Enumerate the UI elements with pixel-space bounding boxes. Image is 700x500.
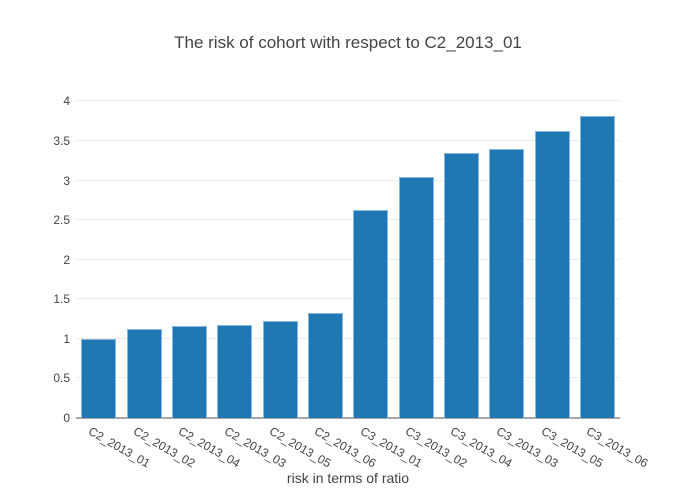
bar-C3_2013_01[interactable] bbox=[353, 209, 389, 418]
x-axis-line bbox=[76, 417, 620, 419]
y-tick-label-3: 3 bbox=[63, 173, 70, 188]
gridline-y-1.5 bbox=[76, 298, 620, 300]
y-tick-label-1: 1 bbox=[63, 331, 70, 346]
bar-C3_2013_05[interactable] bbox=[534, 131, 570, 418]
plot-area[interactable] bbox=[76, 95, 620, 419]
y-tick-label-3.5: 3.5 bbox=[53, 133, 70, 148]
bar-C2_2013_04[interactable] bbox=[171, 326, 207, 418]
gridline-y-0.5 bbox=[76, 377, 620, 379]
gridline-y-3 bbox=[76, 179, 620, 181]
x-axis-title: risk in terms of ratio bbox=[286, 470, 410, 486]
y-tick-label-2.5: 2.5 bbox=[53, 213, 70, 228]
gridline-y-1 bbox=[76, 337, 620, 339]
bar-C3_2013_03[interactable] bbox=[489, 148, 525, 418]
gridline-y-2 bbox=[76, 258, 620, 260]
bar-C2_2013_03[interactable] bbox=[217, 324, 253, 418]
bar-C3_2013_06[interactable] bbox=[579, 115, 615, 418]
bar-C3_2013_04[interactable] bbox=[443, 152, 479, 418]
bar-C2_2013_01[interactable] bbox=[81, 338, 117, 418]
y-tick-label-2: 2 bbox=[63, 252, 70, 267]
y-tick-label-0: 0 bbox=[63, 411, 70, 425]
gridline-y-2.5 bbox=[76, 219, 620, 221]
gridline-y-4 bbox=[76, 100, 620, 102]
gridline-y-3.5 bbox=[76, 139, 620, 141]
y-tick-label-0.5: 0.5 bbox=[53, 371, 70, 386]
y-tick-label-1.5: 1.5 bbox=[53, 292, 70, 307]
bar-C2_2013_05[interactable] bbox=[262, 321, 298, 418]
bar-C2_2013_02[interactable] bbox=[126, 328, 162, 418]
chart-title: The risk of cohort with respect to C2_20… bbox=[174, 33, 522, 52]
y-tick-label-4: 4 bbox=[63, 94, 70, 109]
bar-C2_2013_06[interactable] bbox=[307, 312, 343, 418]
bar-C3_2013_02[interactable] bbox=[398, 176, 434, 418]
